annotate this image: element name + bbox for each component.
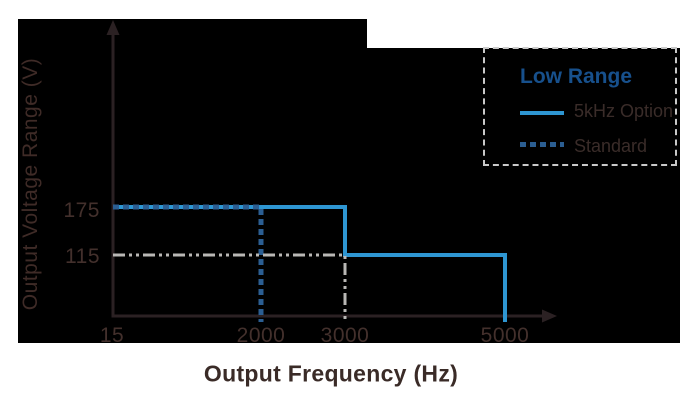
x-tick-label-3000: 3000 [320,324,370,347]
series-line-2 [113,253,347,322]
legend-title: Low Range [520,65,633,88]
legend-label-standard: Standard [574,136,648,156]
y-axis-title: Output Voltage Range (V) [19,57,42,311]
plot-background-lower-block [367,48,680,343]
legend-solid-line-swatch [520,111,564,115]
x-tick-label-2000: 2000 [236,324,286,347]
y-axis-arrowhead-icon [106,20,120,35]
x-axis-arrowhead-icon [542,309,557,323]
x-tick-label-15: 15 [99,324,125,347]
series-line-0 [113,205,507,322]
x-axis-title: Output Frequency (Hz) [203,360,459,387]
series-line-1 [113,204,264,322]
legend-box: Low Range 5kHz Option Standard [483,47,677,166]
x-tick-label-5000: 5000 [480,324,530,347]
y-tick-label-175: 175 [63,199,100,222]
legend-label-5khz-option: 5kHz Option [574,101,674,121]
y-tick-label-115: 115 [65,245,100,268]
legend-dashed-line-swatch [520,142,564,147]
plot-background-upper-block [18,19,367,343]
